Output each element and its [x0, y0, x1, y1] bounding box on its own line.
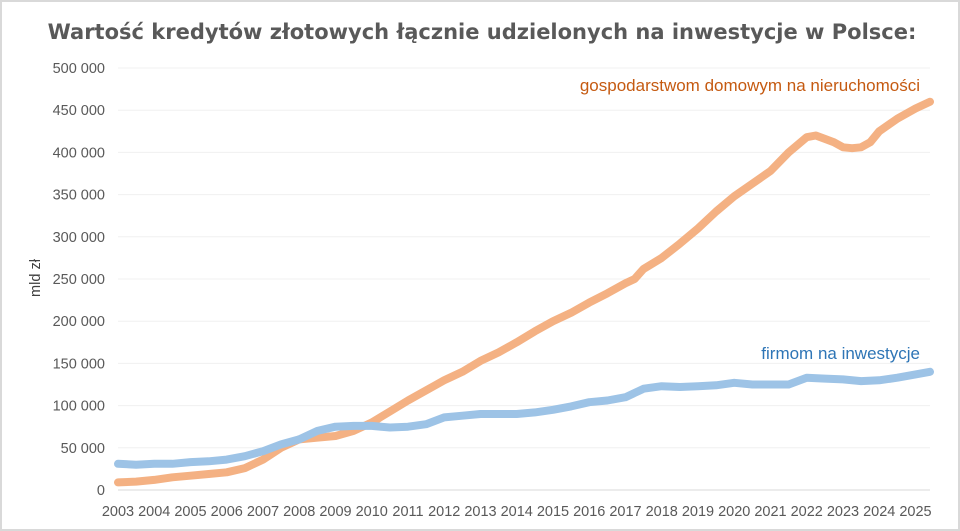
x-tick-label: 2021: [754, 504, 786, 520]
x-tick-label: 2004: [138, 504, 170, 520]
x-tick-label: 2023: [827, 504, 859, 520]
x-tick-label: 2012: [428, 504, 460, 520]
y-tick-label: 500 000: [53, 61, 105, 77]
y-tick-label: 150 000: [53, 356, 105, 372]
chart-title: Wartość kredytów złotowych łącznie udzie…: [48, 20, 917, 44]
y-axis-label: mld zł: [28, 258, 44, 297]
y-tick-label: 50 000: [61, 441, 105, 457]
x-tick-label: 2003: [102, 504, 134, 520]
y-tick-label: 100 000: [53, 399, 105, 415]
x-tick-label: 2006: [211, 504, 243, 520]
y-tick-label: 400 000: [53, 145, 105, 161]
x-tick-label: 2024: [863, 504, 895, 520]
x-tick-label: 2019: [682, 504, 714, 520]
series-lines: [114, 97, 934, 487]
series-line-1: [114, 367, 934, 469]
x-tick-label: 2017: [609, 504, 641, 520]
grid-lines: [118, 67, 930, 491]
x-tick-label: 2015: [537, 504, 569, 520]
series-label-households: gospodarstwom domowym na nieruchomości: [580, 76, 920, 95]
y-tick-label: 350 000: [53, 188, 105, 204]
y-tick-label: 200 000: [53, 314, 105, 330]
x-tick-label: 2014: [501, 504, 533, 520]
y-tick-label: 300 000: [53, 230, 105, 246]
x-tick-label: 2008: [283, 504, 315, 520]
series-label-firms: firmom na inwestycje: [761, 344, 920, 363]
x-tick-label: 2011: [392, 504, 423, 520]
series-line-0: [114, 97, 934, 487]
x-tick-label: 2025: [899, 504, 931, 520]
x-tick-label: 2010: [356, 504, 388, 520]
y-tick-label: 450 000: [53, 103, 105, 119]
x-tick-label: 2018: [646, 504, 678, 520]
x-tick-label: 2005: [174, 504, 206, 520]
y-tick-label: 0: [97, 483, 105, 499]
x-tick-label: 2009: [319, 504, 351, 520]
x-tick-label: 2007: [247, 504, 279, 520]
x-tick-label: 2022: [791, 504, 823, 520]
y-tick-label: 250 000: [53, 272, 105, 288]
x-tick-label: 2016: [573, 504, 605, 520]
x-tick-label: 2013: [464, 504, 496, 520]
y-axis-ticks: 0 50 000 100 000 150 000 200 000 250 000 300 0…: [53, 61, 105, 499]
x-axis-ticks: 2003 2004 2005 2006 2007 2008 2009 2010 2011 2012…: [102, 504, 932, 520]
x-tick-label: 2020: [718, 504, 750, 520]
